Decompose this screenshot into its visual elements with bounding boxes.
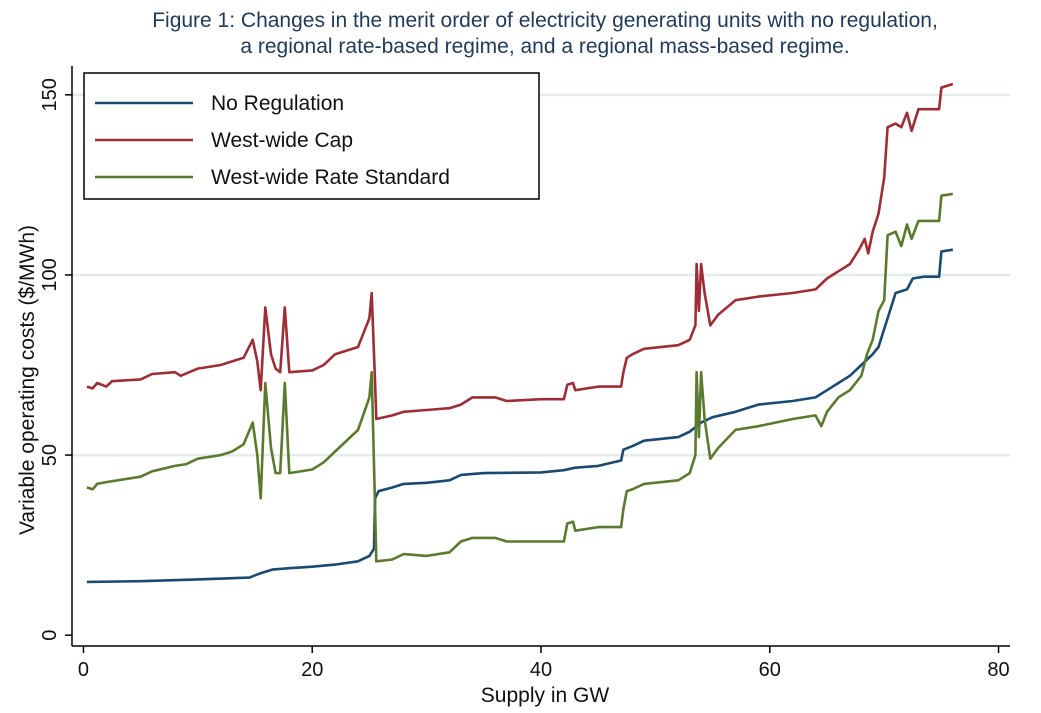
- y-tick-label-150: 150: [39, 78, 61, 111]
- x-tick-label-0: 0: [78, 659, 89, 681]
- axes: 0 50 100 150 0 20 40 60 80: [39, 66, 1010, 681]
- x-axis-label: Supply in GW: [481, 684, 610, 707]
- title-line-1: Figure 1: Changes in the merit order of …: [152, 9, 938, 32]
- y-tick-label-100: 100: [39, 258, 61, 291]
- series-line-west-wide-rate-standard: [86, 192, 954, 563]
- y-axis-label: Variable operating costs ($/MWh): [16, 225, 39, 535]
- legend-label-1: West-wide Cap: [211, 129, 353, 152]
- series-lines: [86, 82, 954, 584]
- legend-label-0: No Regulation: [211, 92, 344, 115]
- legend-label-2: West-wide Rate Standard: [211, 166, 450, 189]
- series-line-no-regulation: [86, 248, 954, 584]
- y-tick-label-50: 50: [39, 444, 61, 466]
- series-line-west-wide-cap: [86, 82, 954, 421]
- x-tick-label-80: 80: [987, 659, 1009, 681]
- title-line-2: a regional rate-based regime, and a regi…: [240, 35, 849, 58]
- x-tick-label-20: 20: [301, 659, 323, 681]
- legend: No Regulation West-wide Cap West-wide Rate…: [83, 72, 540, 200]
- x-tick-label-60: 60: [759, 659, 781, 681]
- y-tick-label-0: 0: [39, 630, 61, 641]
- x-tick-label-40: 40: [530, 659, 552, 681]
- chart-title: Figure 1: Changes in the merit order of …: [152, 9, 938, 58]
